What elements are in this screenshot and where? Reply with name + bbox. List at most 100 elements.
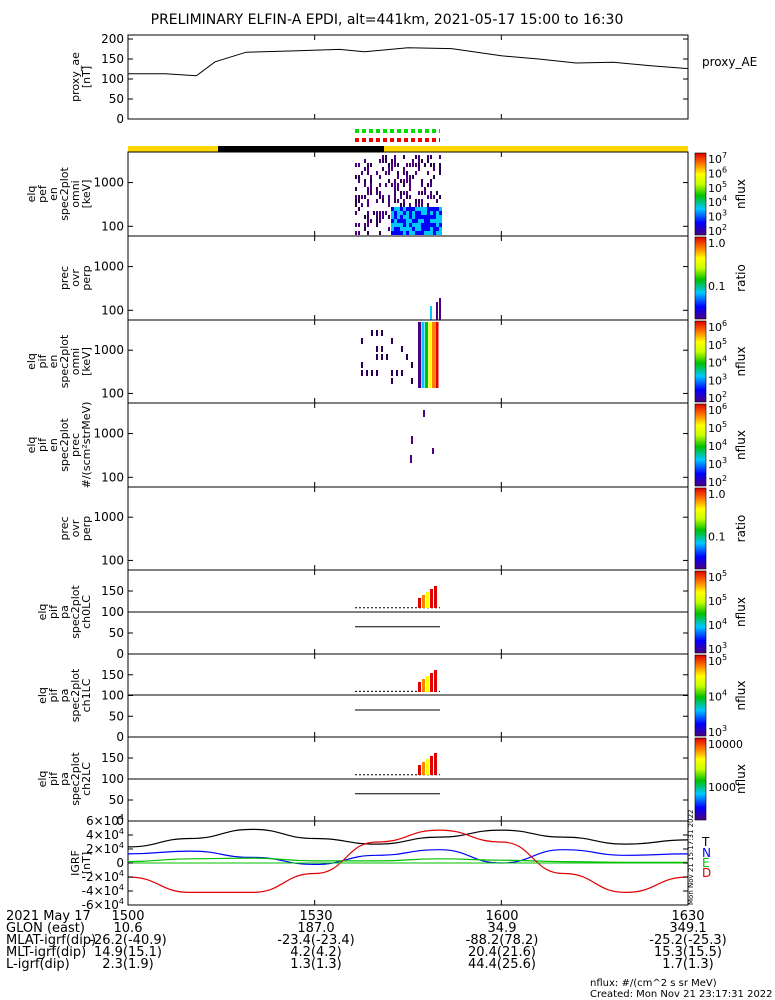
colorbar xyxy=(694,487,707,570)
spectrogram-cell xyxy=(367,187,369,191)
colorbar-label: ratio xyxy=(734,515,748,543)
spectrogram-cell xyxy=(397,183,399,187)
spectrogram-cell xyxy=(403,199,405,203)
spectrogram-cell xyxy=(376,191,378,195)
spectrogram-cell xyxy=(376,370,378,376)
spectrogram-cell xyxy=(436,302,438,320)
spectrogram-data xyxy=(355,670,440,711)
spectrogram-cell xyxy=(397,215,400,219)
spectrogram-cell xyxy=(364,183,366,187)
panel-prec-ovr-perp-2 xyxy=(127,486,689,571)
spectrogram-cell xyxy=(382,195,384,199)
panel-igrf: T N E D xyxy=(127,820,711,906)
spectrogram-cell xyxy=(418,598,421,608)
spectrogram-cell xyxy=(388,199,390,203)
colorbar-tick-label: 106 xyxy=(708,165,727,180)
spectrogram-cell xyxy=(370,219,372,223)
y-axis-label: spec2plot xyxy=(58,167,71,221)
spectrogram-cell xyxy=(418,231,421,235)
spectrogram-cell xyxy=(376,171,378,175)
spectrogram-cell xyxy=(412,219,415,223)
y-axis-label: pif xyxy=(36,353,49,368)
y-axis-label: elq xyxy=(36,604,49,621)
y-axis-label: [keV] xyxy=(80,347,93,376)
ephemeris-value: 1630 xyxy=(671,909,704,924)
ephemeris-value: -88.2(78.2) xyxy=(466,933,539,948)
ephemeris-value: -26.2(-40.9) xyxy=(89,933,166,948)
spectrogram-cell xyxy=(400,179,402,183)
spectrogram-cell xyxy=(385,155,387,159)
spectrogram-cell xyxy=(358,175,360,179)
panel-frame xyxy=(127,486,689,571)
footer-units: nflux: #/(cm^2 s sr MeV) xyxy=(590,978,717,989)
science-zone-markers xyxy=(355,129,440,142)
y-axis-label: pef xyxy=(36,184,49,203)
spectrogram-cell xyxy=(403,155,405,159)
spectrogram-cell xyxy=(415,163,417,167)
spectrogram-cell xyxy=(364,159,366,163)
spectrogram-cell xyxy=(418,219,421,223)
ephemeris-label: MLAT-igrf(dip) xyxy=(6,933,96,948)
panel-pa-ch2lc xyxy=(127,736,689,822)
spectrogram-cell xyxy=(397,227,400,231)
spectrogram-cell xyxy=(424,215,427,219)
colorbar xyxy=(694,320,707,403)
spectrogram-cell xyxy=(418,167,420,171)
spectrogram-cell xyxy=(421,215,424,219)
spectrogram-cell xyxy=(439,223,442,227)
colorbar-label: nflux xyxy=(734,597,748,627)
spectrogram-cell xyxy=(436,211,439,215)
ephemeris-table: 2021 May 17 1500 1530 1600 1630 GLON (east) 10… xyxy=(6,909,727,972)
colorbar-label: nflux xyxy=(734,179,748,209)
spectrogram-cell xyxy=(430,179,432,183)
spectrogram-cell xyxy=(439,215,442,219)
spectrogram-cell xyxy=(421,227,424,231)
y-tick-label: 1000 xyxy=(93,427,124,441)
spectrogram-cell xyxy=(433,167,435,171)
spectrogram-cell xyxy=(421,183,423,187)
spectrogram-cell xyxy=(379,215,381,219)
spectrogram-cell xyxy=(412,227,415,231)
ephemeris-value: 20.4(21.6) xyxy=(468,945,536,960)
panel-elq-pif-prec xyxy=(127,402,689,488)
spectrogram-cell xyxy=(421,179,423,183)
spectrogram-cell xyxy=(370,187,372,191)
spectrogram-cell xyxy=(406,163,408,167)
spectrogram-cell xyxy=(418,211,421,215)
spectrogram-cell xyxy=(409,215,412,219)
spectrogram-cell xyxy=(391,207,394,211)
spectrogram-cell xyxy=(391,219,394,223)
spectrogram-cell xyxy=(385,211,387,215)
y-axis-label: en xyxy=(47,187,60,201)
spectrogram-cell xyxy=(406,175,408,179)
y-axis-label: [nT] xyxy=(80,66,93,88)
spectrogram-cell xyxy=(424,191,426,195)
y-axis-label: pa xyxy=(58,605,71,619)
spectrogram-cell xyxy=(394,215,397,219)
spectrogram-cell xyxy=(397,175,399,179)
y-tick-label: 50 xyxy=(109,709,124,723)
spectrogram-cell xyxy=(424,211,427,215)
spectrogram-cell xyxy=(371,370,373,376)
y-axis-label: ch2LC xyxy=(80,762,93,796)
spectrogram-cell xyxy=(436,231,439,235)
spectrogram-cell xyxy=(415,155,417,159)
y-axis-label: ch0LC xyxy=(80,595,93,629)
spectrogram-cell xyxy=(361,370,363,376)
y-axis-label: spec2plot xyxy=(69,752,82,806)
spectrogram-cell xyxy=(391,227,394,231)
y-tick-label: 1000 xyxy=(93,510,124,524)
spectrogram-cell xyxy=(436,207,439,211)
legend-E: E xyxy=(702,856,710,870)
ephemeris-value: 14.9(15.1) xyxy=(94,945,162,960)
spectrogram-cell xyxy=(379,195,381,199)
spectrogram-cell xyxy=(430,673,433,692)
ephemeris-value: 187.0 xyxy=(297,921,334,936)
spectrogram-cell xyxy=(367,163,369,167)
legend-D: D xyxy=(702,866,711,880)
spectrogram-cell xyxy=(381,346,383,352)
y-tick-label: 100 xyxy=(101,470,124,484)
spectrogram-cell xyxy=(415,223,418,227)
